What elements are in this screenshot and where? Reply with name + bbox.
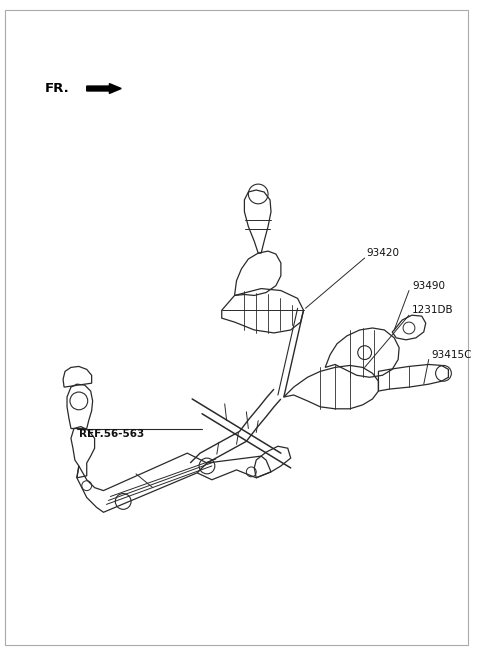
Text: FR.: FR. [44, 82, 69, 95]
Text: 93420: 93420 [367, 248, 400, 258]
Text: 1231DB: 1231DB [412, 305, 454, 315]
FancyArrow shape [87, 84, 121, 94]
Text: 93415C: 93415C [432, 350, 472, 360]
Text: REF.56-563: REF.56-563 [79, 430, 144, 440]
Text: 93490: 93490 [412, 280, 445, 291]
